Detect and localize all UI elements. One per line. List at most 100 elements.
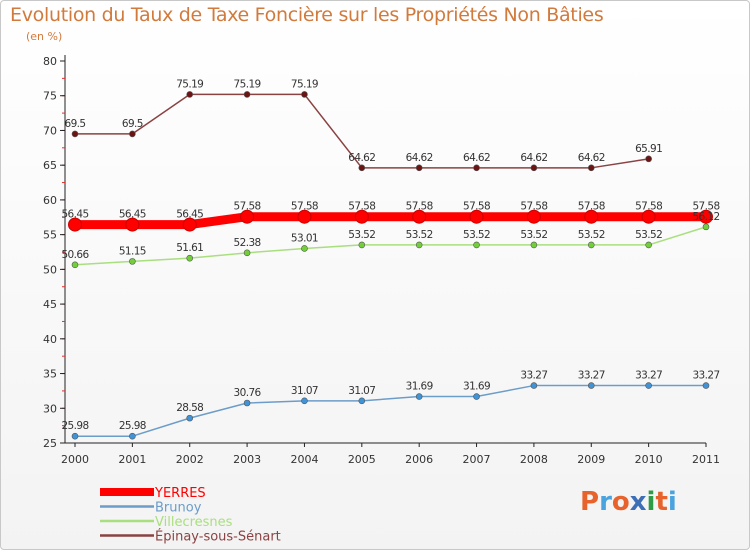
data-label-villecresnes: 53.52	[578, 229, 605, 241]
data-label-yerres: 57.58	[635, 201, 662, 213]
data-label-villecresnes: 50.66	[61, 249, 89, 261]
data-point-yerres	[584, 209, 599, 224]
y-tick-label: 30	[43, 402, 57, 415]
data-point-yerres	[68, 217, 82, 232]
data-point-brunoy	[645, 382, 652, 389]
y-tick-label: 35	[43, 368, 57, 381]
data-point-villecresnes	[587, 241, 595, 249]
data-label-brunoy: 31.69	[463, 381, 490, 393]
data-label-epinay-sous-senart: 65.91	[635, 143, 662, 155]
x-tick-label: 2000	[61, 453, 89, 466]
data-point-epinay-sous-senart	[587, 164, 595, 172]
x-tick-label: 2010	[635, 453, 663, 466]
data-label-villecresnes: 53.01	[291, 232, 318, 244]
data-point-epinay-sous-senart	[186, 91, 194, 98]
data-point-epinay-sous-senart	[645, 155, 652, 163]
chart-title: Evolution du Taux de Taxe Foncière sur l…	[10, 4, 604, 26]
data-label-yerres: 57.58	[692, 201, 719, 213]
data-label-yerres: 56.45	[61, 209, 88, 221]
logo-letter: P	[580, 487, 600, 517]
data-label-brunoy: 30.76	[234, 387, 262, 399]
data-point-villecresnes	[473, 241, 480, 249]
y-tick-label: 80	[43, 55, 57, 68]
data-label-villecresnes: 53.52	[635, 229, 662, 241]
y-tick-label: 65	[43, 159, 57, 172]
data-label-epinay-sous-senart: 69.5	[122, 118, 143, 130]
data-point-villecresnes	[186, 254, 194, 262]
data-point-villecresnes	[415, 241, 423, 249]
x-tick-label: 2006	[405, 453, 433, 466]
data-label-epinay-sous-senart: 69.5	[65, 118, 86, 130]
data-point-yerres	[412, 209, 427, 224]
x-tick-label: 2003	[233, 453, 261, 466]
data-point-villecresnes	[71, 261, 79, 269]
data-label-epinay-sous-senart: 64.62	[520, 152, 547, 164]
data-label-brunoy: 31.07	[348, 385, 375, 397]
data-point-epinay-sous-senart	[358, 164, 366, 172]
data-label-epinay-sous-senart: 75.19	[176, 78, 203, 90]
legend-label-villecresnes: Villecresnes	[155, 515, 233, 530]
data-point-villecresnes	[702, 223, 710, 231]
x-tick-label: 2005	[348, 453, 376, 466]
legend-label-yerres: YERRES	[154, 486, 206, 501]
y-tick-label: 75	[43, 90, 57, 103]
data-point-brunoy	[301, 397, 308, 405]
data-point-villecresnes	[129, 258, 136, 265]
data-label-epinay-sous-senart: 75.19	[291, 78, 318, 90]
logo-letter: o	[611, 487, 630, 517]
data-label-villecresnes: 53.52	[348, 229, 375, 241]
data-point-brunoy	[243, 399, 251, 407]
x-tick-label: 2007	[463, 453, 491, 466]
x-tick-label: 2011	[692, 453, 720, 466]
y-tick-label: 25	[43, 437, 57, 450]
data-point-villecresnes	[645, 241, 652, 249]
data-point-yerres	[125, 217, 140, 232]
y-tick-label: 40	[43, 333, 57, 346]
data-point-brunoy	[358, 397, 366, 405]
data-point-yerres	[240, 209, 255, 224]
data-label-yerres: 57.58	[463, 201, 490, 213]
data-point-yerres	[354, 209, 369, 224]
data-label-villecresnes: 51.15	[119, 245, 146, 257]
data-point-brunoy	[71, 432, 79, 440]
x-tick-label: 2009	[577, 453, 605, 466]
data-label-yerres: 57.58	[578, 201, 605, 213]
y-tick-label: 50	[43, 263, 57, 276]
data-point-villecresnes	[243, 249, 251, 257]
data-point-epinay-sous-senart	[71, 130, 79, 138]
data-label-villecresnes: 52.38	[234, 237, 261, 249]
logo-letter: i	[646, 487, 656, 517]
data-label-villecresnes: 56.12	[692, 211, 719, 223]
data-point-yerres	[469, 209, 484, 224]
y-tick-label: 45	[43, 298, 57, 311]
data-label-epinay-sous-senart: 64.62	[463, 152, 490, 164]
data-label-yerres: 57.58	[520, 201, 547, 213]
data-label-epinay-sous-senart: 64.62	[406, 152, 433, 164]
data-label-yerres: 56.45	[119, 209, 146, 221]
logo-letter: x	[629, 487, 647, 517]
data-point-epinay-sous-senart	[473, 164, 480, 172]
x-tick-label: 2002	[176, 453, 204, 466]
chart-series	[68, 91, 713, 440]
x-tick-label: 2008	[520, 453, 548, 466]
chart-legend: YERRESBrunoyVillecresnesÉpinay-sous-Séna…	[100, 486, 281, 545]
legend-label-epinay-sous-senart: Épinay-sous-Sénart	[155, 529, 281, 545]
data-point-yerres	[297, 209, 312, 224]
data-label-brunoy: 25.98	[61, 420, 88, 432]
chart-axes: 25 30 35 40 45 50 55 60 65 70 75 80 2000 2001 2002 2003…	[43, 55, 720, 466]
chart-unit-label: (en %)	[26, 30, 63, 43]
y-tick-label: 55	[43, 229, 57, 242]
data-point-yerres	[699, 209, 713, 224]
data-point-epinay-sous-senart	[415, 164, 423, 172]
data-label-brunoy: 28.58	[176, 402, 203, 414]
chart-data-labels: 25.98 25.98 28.58 30.76 31.07 31.07 31.69 31.69…	[61, 78, 720, 432]
data-point-yerres	[641, 209, 656, 224]
data-point-brunoy	[415, 393, 423, 400]
y-tick-label: 70	[43, 124, 57, 137]
data-label-brunoy: 33.27	[635, 370, 662, 382]
data-label-yerres: 57.58	[291, 201, 318, 213]
proxiti-logo: Proxiti	[580, 487, 677, 517]
data-point-brunoy	[186, 414, 194, 422]
